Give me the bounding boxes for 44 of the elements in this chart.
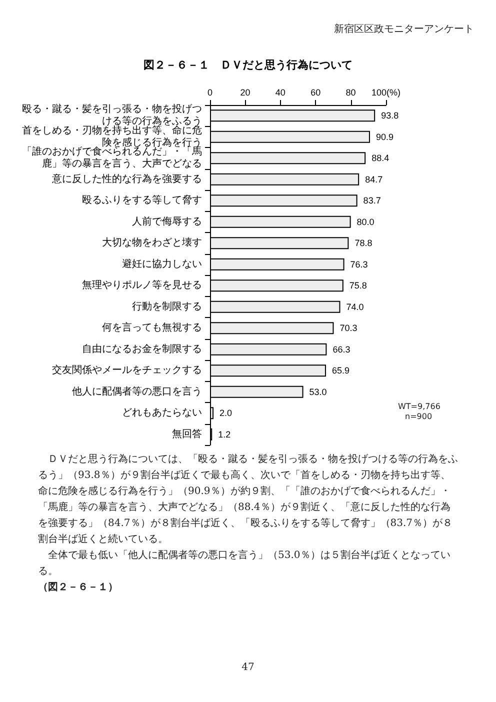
x-tick-label: 80 [346,88,356,98]
x-tick-label: 40 [275,88,286,98]
data-label: 84.7 [365,174,383,184]
y-tick-label: 無理やりポルノ等を見せる [82,279,202,292]
text: 新宿区区政モニターアンケート [334,22,474,36]
y-tick-label: 交友関係やメールをチェックする [52,364,202,376]
data-label: 90.9 [376,132,394,142]
y-tick-label: 大切な物をわざと壊す [102,236,202,249]
text: 全体で最も低い「他人に配偶者等の悪口を言う」（53.0％）は５割台半ば近くとなっている。 [38,548,452,579]
x-tick-label: 60 [310,88,321,98]
data-label: 88.4 [372,153,390,164]
x-tick-label: 20 [240,88,250,98]
data-label: 2.0 [220,408,232,418]
data-label: 66.3 [332,344,350,354]
data-label: 1.2 [218,429,231,440]
y-tick-label: 意に反した性的な行為を強要する [51,172,202,185]
y-tick-label: 何を言っても無視する [102,322,202,334]
text: 47 [240,662,256,673]
x-tick-label: 0 [207,88,213,98]
data-label: 65.9 [332,366,350,376]
y-tick-label: 「誰のおかげで食べられるんだ」・「馬鹿」等の暴言を言う、大声でどなる [22,146,202,170]
y-tick-label: 無回答 [172,428,202,440]
data-label: 76.3 [350,259,368,270]
data-label: 75.8 [349,280,367,291]
data-label: 80.0 [356,216,374,227]
data-label: 93.8 [381,110,399,121]
text: n=900 [405,412,432,421]
text: WT=9,766 [398,402,440,411]
data-label: 83.7 [363,196,381,206]
data-label: 78.8 [354,238,372,248]
y-tick-label: 他人に配偶者等の悪口を言う [72,385,202,398]
text: ＤＶだと思う行為については、「殴る・蹴る・髪を引っ張る・物を投げつける等の行為をふるう」（93.8％）が９割台半ば近くで最も高く、次いで「首をしめる・刃物を持ち出す等、命に危険を感じる行為を行う」（90.9％）が約９割、「「誰のおかげで食べられるんだ」・「馬鹿」等の暴言を言う、大声でどなる」（88.4％）が９割近く、「意に反した性的な行為を強要する」（84.7％）が８割台半ば近く、「殴るふりをする等して脅す」（83.7％）が８割台半ば近くと続いている。 [38,452,458,547]
data-label: 74.0 [346,302,364,312]
y-tick-label: 人前で侮辱する [132,215,202,228]
y-tick-label: 殴るふりをする等して脅す [82,194,202,206]
data-label: 53.0 [309,386,327,397]
chart-title: 図２－６－１ ＤＶだと思う行為について [144,58,352,72]
y-tick-label: 避妊に協力しない [122,258,202,270]
y-tick-label: 行動を制限する [132,300,202,312]
y-tick-label: 自由になるお金を制限する [82,342,202,355]
text: （図２－６－１） [38,581,119,595]
y-tick-label: どれもあたらない [122,408,202,419]
data-label: 70.3 [340,323,358,334]
x-tick-label: 100(%) [371,88,401,98]
